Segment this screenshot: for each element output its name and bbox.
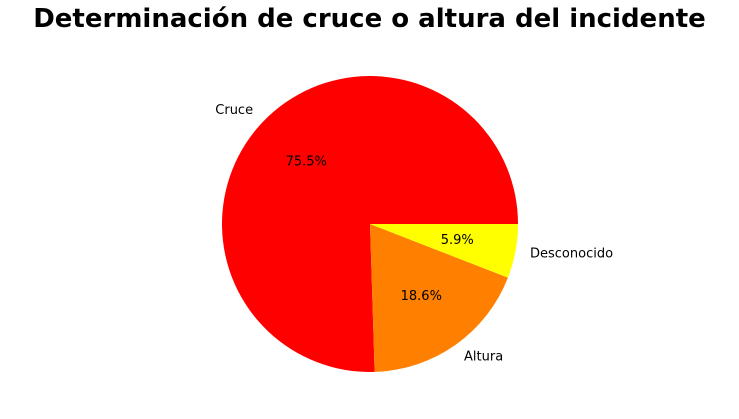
pie-slice-altura xyxy=(370,224,508,372)
pie-category-label-desconocido: Desconocido xyxy=(530,247,613,262)
pie-category-label-cruce: Cruce xyxy=(215,103,253,118)
pie-pct-label-altura: 18.6% xyxy=(401,289,442,304)
pie-category-label-altura: Altura xyxy=(464,349,503,364)
pie-pct-label-cruce: 75.5% xyxy=(286,155,327,170)
chart-title: Determinación de cruce o altura del inci… xyxy=(33,4,706,34)
pie-pct-label-desconocido: 5.9% xyxy=(441,233,474,248)
pie-slice-desconocido xyxy=(370,224,518,278)
